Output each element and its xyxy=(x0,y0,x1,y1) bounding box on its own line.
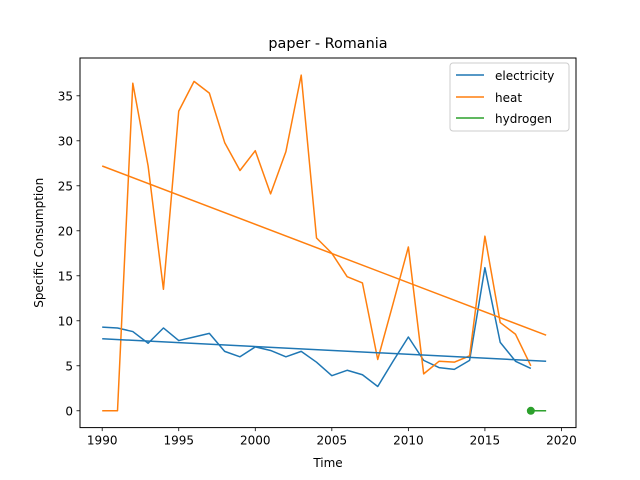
y-tick-label: 20 xyxy=(58,224,73,238)
trend-line-heat xyxy=(101,165,547,336)
y-tick-label: 25 xyxy=(58,179,73,193)
x-tick-label: 1995 xyxy=(163,434,194,448)
y-tick-label: 10 xyxy=(58,314,73,328)
x-axis-label: Time xyxy=(312,456,342,470)
series-line-electricity xyxy=(102,266,532,388)
x-tick-label: 2015 xyxy=(470,434,501,448)
x-axis: 1990 1995 2000 2005 2010 2015 2020 xyxy=(87,427,577,448)
legend: electricity heat hydrogen xyxy=(449,62,570,132)
y-axis-label: Specific Consumption xyxy=(32,178,46,308)
series-line-heat xyxy=(102,74,532,412)
legend-label-hydrogen: hydrogen xyxy=(495,112,552,126)
y-tick-label: 0 xyxy=(65,404,73,418)
plot-area xyxy=(79,57,577,429)
x-tick-label: 1990 xyxy=(87,434,118,448)
legend-label-electricity: electricity xyxy=(495,69,554,83)
x-tick-label: 2020 xyxy=(546,434,577,448)
marker-hydrogen-point xyxy=(526,406,535,415)
legend-box xyxy=(449,62,570,132)
y-tick-label: 15 xyxy=(58,269,73,283)
x-tick-label: 2000 xyxy=(240,434,271,448)
y-tick-label: 5 xyxy=(65,359,73,373)
y-axis: 0 5 10 15 20 25 30 35 xyxy=(58,89,80,418)
legend-label-heat: heat xyxy=(495,91,522,105)
x-tick-label: 2005 xyxy=(317,434,348,448)
y-tick-label: 30 xyxy=(58,134,73,148)
y-tick-label: 35 xyxy=(58,89,73,103)
x-tick-label: 2010 xyxy=(393,434,424,448)
series-layer xyxy=(101,74,547,415)
plot-frame xyxy=(79,57,577,429)
chart-title: paper - Romania xyxy=(268,36,387,52)
trend-line-electricity xyxy=(102,338,547,363)
